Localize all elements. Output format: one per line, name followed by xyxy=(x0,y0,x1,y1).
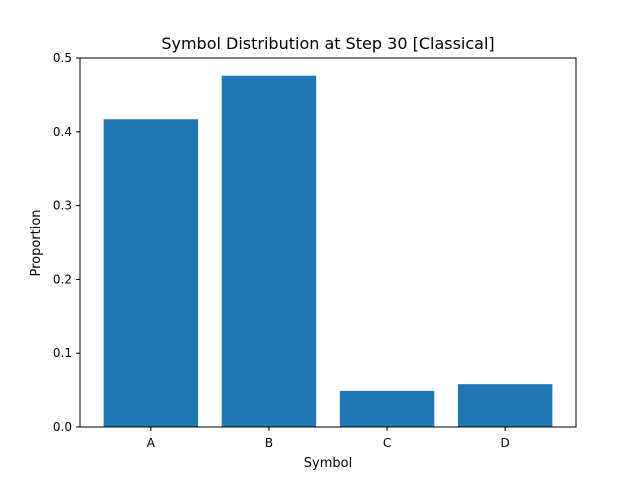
bars-layer xyxy=(103,75,553,427)
x-tick-label: D xyxy=(501,436,510,450)
x-tick-label: A xyxy=(147,436,156,450)
y-tick-label: 0.3 xyxy=(53,199,72,213)
y-tick-label: 0.0 xyxy=(53,420,72,434)
bar-a xyxy=(103,119,199,427)
y-axis-label: Proportion xyxy=(29,209,44,276)
y-tick-label: 0.4 xyxy=(53,125,72,139)
y-tick-label: 0.1 xyxy=(53,346,72,360)
y-tick-label: 0.5 xyxy=(53,51,72,65)
x-axis-label: Symbol xyxy=(304,456,352,471)
bar-d xyxy=(457,384,553,427)
x-tick-label: C xyxy=(383,436,391,450)
y-axis-ticks: 0.0 0.1 0.2 0.3 0.4 0.5 xyxy=(53,51,80,434)
chart-title: Symbol Distribution at Step 30 [Classica… xyxy=(161,34,494,53)
x-axis-ticks: A B C D xyxy=(147,427,510,450)
x-tick-label: B xyxy=(265,436,273,450)
bar-b xyxy=(221,75,317,427)
bar-c xyxy=(339,390,435,427)
plot-frame xyxy=(79,57,577,428)
y-tick-label: 0.2 xyxy=(53,272,72,286)
